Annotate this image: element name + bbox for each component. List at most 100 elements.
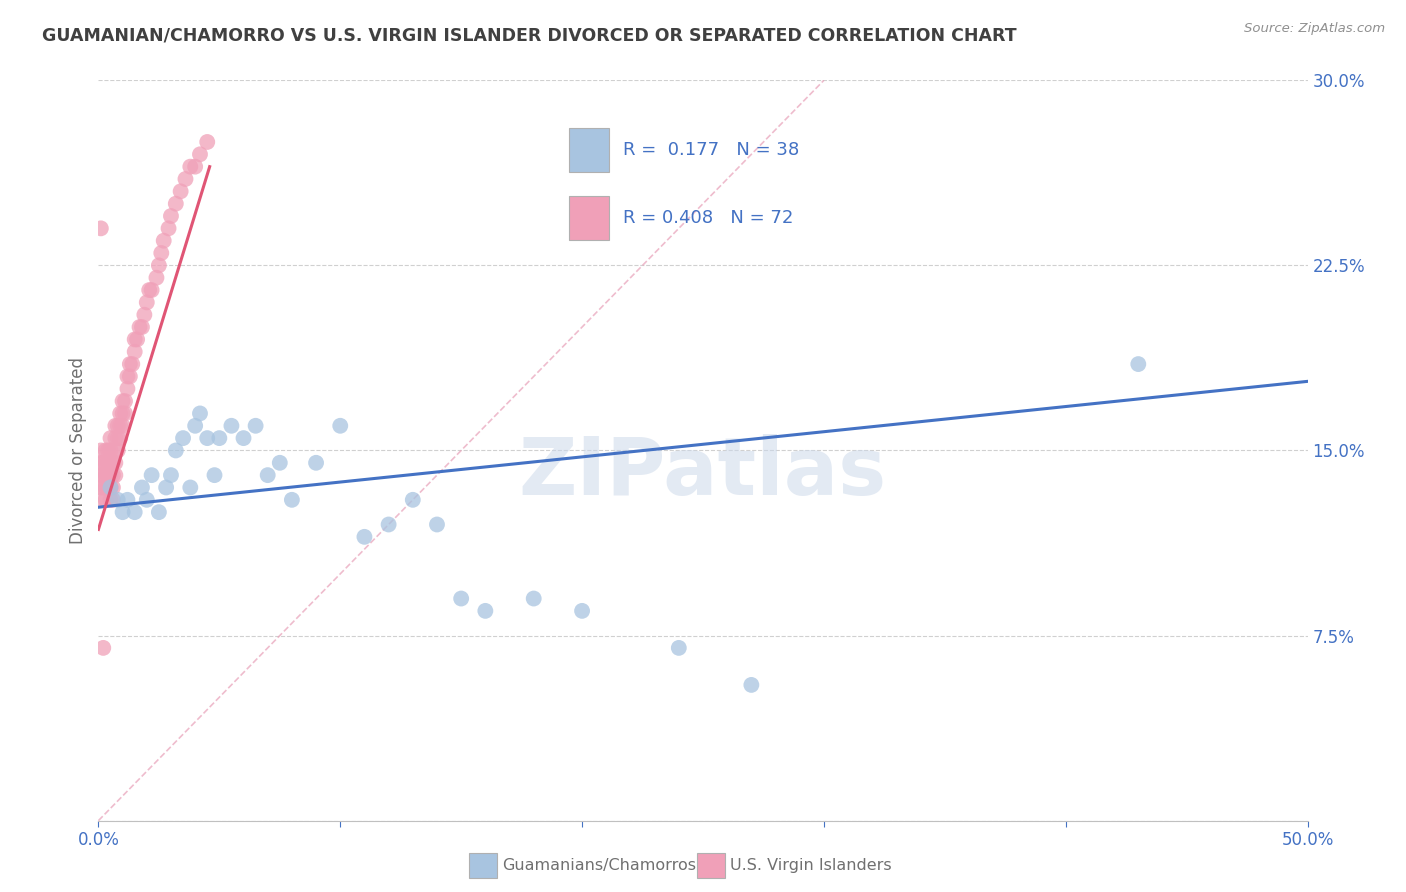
Point	[148, 505, 170, 519]
Point	[111, 407, 134, 421]
Point	[104, 418, 127, 433]
Point	[169, 184, 191, 198]
Point	[100, 480, 122, 494]
Point	[97, 480, 120, 494]
Point	[91, 468, 114, 483]
Point	[97, 443, 120, 458]
Point	[111, 394, 134, 409]
Point	[91, 492, 114, 507]
Text: U.S. Virgin Islanders: U.S. Virgin Islanders	[730, 858, 891, 873]
Point	[111, 505, 134, 519]
Point	[104, 431, 127, 445]
Point	[155, 480, 177, 494]
Point	[1128, 357, 1150, 371]
Point	[305, 456, 328, 470]
Point	[571, 604, 593, 618]
Point	[135, 492, 157, 507]
Text: Guamanians/Chamorros: Guamanians/Chamorros	[502, 858, 696, 873]
Point	[117, 369, 139, 384]
Point	[100, 456, 122, 470]
Point	[160, 468, 183, 483]
Point	[184, 160, 207, 174]
Point	[91, 456, 114, 470]
Point	[353, 530, 375, 544]
Point	[131, 480, 153, 494]
Point	[204, 468, 226, 483]
Point	[100, 480, 122, 494]
Point	[101, 456, 124, 470]
Point	[157, 221, 180, 235]
Point	[208, 431, 231, 445]
Point	[124, 332, 146, 346]
Point	[138, 283, 160, 297]
Point	[245, 418, 267, 433]
Point	[101, 468, 124, 483]
Point	[94, 456, 117, 470]
Point	[141, 468, 163, 483]
Point	[740, 678, 762, 692]
Point	[117, 382, 139, 396]
Point	[195, 431, 218, 445]
Point	[90, 456, 112, 470]
Point	[104, 468, 127, 483]
Point	[124, 505, 146, 519]
Point	[90, 221, 112, 235]
Point	[114, 407, 136, 421]
Point	[150, 246, 173, 260]
Point	[94, 480, 117, 494]
Point	[91, 640, 114, 655]
Point	[124, 344, 146, 359]
Point	[100, 492, 122, 507]
Point	[107, 492, 129, 507]
Point	[195, 135, 218, 149]
Y-axis label: Divorced or Separated: Divorced or Separated	[69, 357, 87, 544]
Point	[94, 492, 117, 507]
Point	[111, 418, 134, 433]
Point	[97, 456, 120, 470]
Point	[108, 431, 131, 445]
Point	[426, 517, 449, 532]
Point	[127, 332, 149, 346]
Point	[128, 320, 150, 334]
Point	[221, 418, 243, 433]
Point	[90, 468, 112, 483]
Point	[402, 492, 425, 507]
Point	[179, 160, 201, 174]
Point	[188, 147, 211, 161]
Point	[94, 443, 117, 458]
Point	[101, 492, 124, 507]
Point	[101, 480, 124, 494]
Point	[450, 591, 472, 606]
Point	[118, 369, 141, 384]
FancyBboxPatch shape	[697, 853, 724, 878]
Point	[114, 394, 136, 409]
Point	[90, 480, 112, 494]
Point	[104, 443, 127, 458]
Point	[172, 431, 194, 445]
Point	[100, 468, 122, 483]
Text: ZIPatlas: ZIPatlas	[519, 434, 887, 512]
Point	[90, 443, 112, 458]
Point	[118, 357, 141, 371]
Text: Source: ZipAtlas.com: Source: ZipAtlas.com	[1244, 22, 1385, 36]
Point	[232, 431, 254, 445]
Point	[107, 418, 129, 433]
Point	[165, 443, 187, 458]
Point	[94, 468, 117, 483]
Point	[523, 591, 546, 606]
Point	[108, 418, 131, 433]
Point	[100, 443, 122, 458]
Point	[135, 295, 157, 310]
Point	[165, 196, 187, 211]
Point	[668, 640, 690, 655]
Point	[141, 283, 163, 297]
Point	[107, 443, 129, 458]
Point	[100, 431, 122, 445]
Point	[377, 517, 399, 532]
Point	[117, 492, 139, 507]
Point	[179, 480, 201, 494]
Point	[148, 258, 170, 272]
Text: GUAMANIAN/CHAMORRO VS U.S. VIRGIN ISLANDER DIVORCED OR SEPARATED CORRELATION CHA: GUAMANIAN/CHAMORRO VS U.S. VIRGIN ISLAND…	[42, 27, 1017, 45]
Point	[329, 418, 352, 433]
Point	[91, 480, 114, 494]
